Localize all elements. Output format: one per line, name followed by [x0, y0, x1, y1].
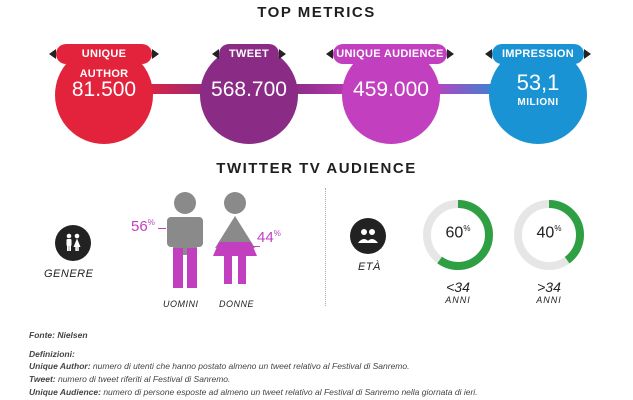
age-over-34-label: >34	[537, 279, 561, 295]
female-label: DONNE	[219, 299, 255, 309]
male-pointer	[158, 228, 166, 229]
unique-audience-label: UNIQUE AUDIENCE	[326, 44, 454, 64]
metric-connector	[290, 84, 370, 94]
unique-author-label: UNIQUE AUTHOR	[49, 44, 159, 80]
age-donut-under-34	[423, 200, 493, 270]
age-under-34-label: <34	[446, 279, 470, 295]
source-note: Fonte: Nielsen	[29, 330, 88, 340]
definition-unique-audience: Unique Audience: numero di persone espos…	[29, 387, 478, 397]
age-donut-over-34	[514, 200, 584, 270]
gender-people-icon	[55, 225, 91, 261]
group-people-icon	[350, 218, 386, 254]
section-divider	[325, 188, 326, 306]
definition-unique-author: Unique Author: numero di utenti che hann…	[29, 361, 410, 371]
metric-connector	[430, 84, 510, 94]
tweet-value: 568.700	[211, 78, 287, 101]
female-pointer	[248, 246, 260, 247]
age-over-34-percent: 40%	[536, 224, 562, 242]
male-label: UOMINI	[163, 299, 199, 309]
twitter-tv-audience-title: TWITTER TV AUDIENCE	[216, 160, 417, 177]
age-caption: ETÀ	[358, 261, 381, 273]
female-percent: 44%	[257, 229, 281, 246]
impression-unit: MILIONI	[517, 97, 559, 108]
unique-author-value: 81.500	[71, 78, 137, 101]
impression-label: IMPRESSION	[485, 44, 591, 64]
definitions-title: Definizioni:	[29, 349, 75, 359]
unique-audience-value: 459.000	[353, 78, 429, 101]
impression-value: 53,1	[516, 70, 560, 95]
age-over-34-unit: ANNI	[536, 295, 562, 305]
metric-connector	[140, 84, 220, 94]
definition-tweet: Tweet: numero di tweet riferiti al Festi…	[29, 374, 231, 384]
top-metrics-title: TOP METRICS	[257, 4, 376, 21]
male-figure	[167, 192, 203, 288]
gender-caption: GENERE	[44, 268, 94, 280]
age-under-34-percent: 60%	[445, 224, 471, 242]
male-percent: 56%	[131, 218, 155, 235]
tweet-label: TWEET	[212, 44, 286, 64]
age-under-34-unit: ANNI	[445, 295, 471, 305]
female-figure	[213, 192, 257, 284]
